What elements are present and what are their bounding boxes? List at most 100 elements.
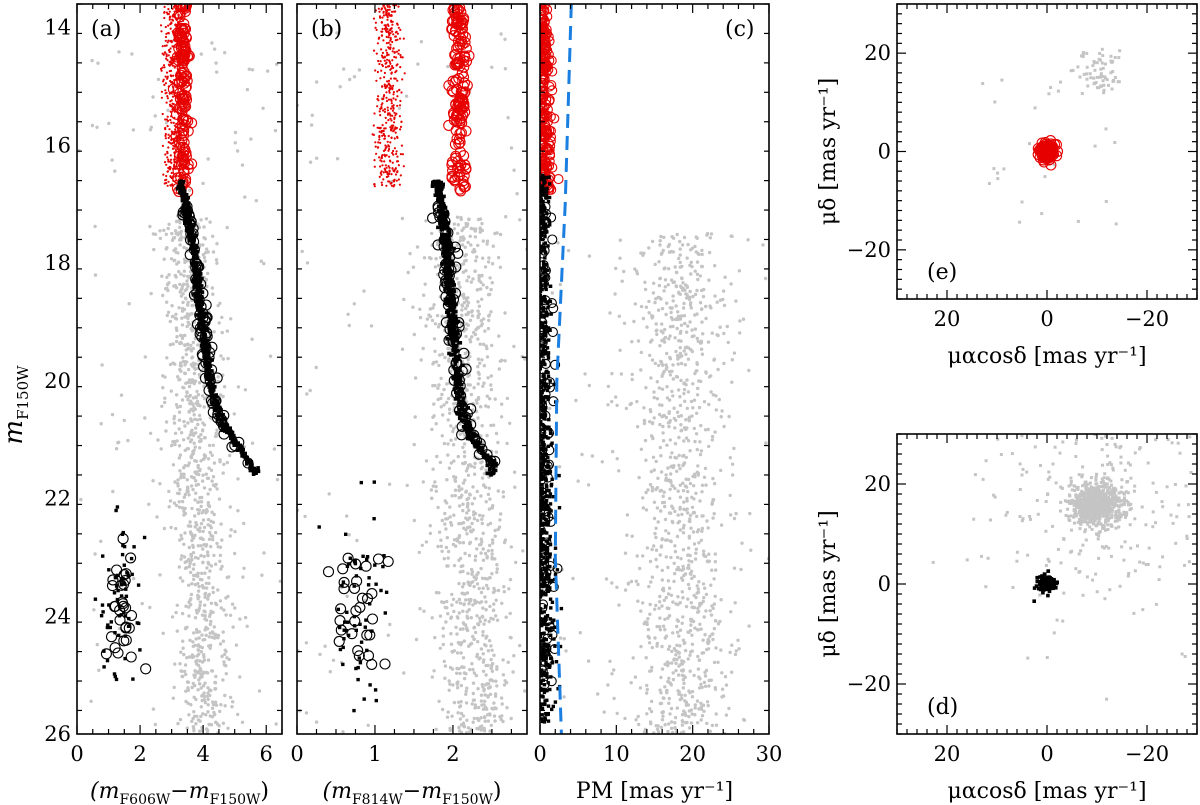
field-star [210,453,214,457]
member-circle [188,244,200,256]
bright-star [381,51,384,55]
field-star [140,601,144,606]
field-star [444,620,448,624]
field-star [478,342,482,346]
field-star [406,270,410,275]
field-star [183,371,187,375]
field-star [430,616,434,620]
bright-star [164,137,167,140]
bright-star [388,34,391,37]
bright-star [385,99,389,103]
bright-star [391,59,394,62]
member-circle [485,455,497,467]
field-star [194,697,198,702]
field-star [458,601,463,605]
member-circle [191,258,203,270]
member-star [444,234,448,239]
field-star [183,296,188,300]
field-star [482,622,486,626]
field-star [180,309,185,313]
member-star [180,180,185,185]
field-star [465,686,469,690]
field-star [220,654,224,658]
member-circle [112,647,124,659]
field-star [408,251,412,256]
field-star [211,610,215,615]
field-star [308,160,313,164]
field-star [180,674,184,679]
member-star [441,202,446,206]
member-star [213,384,217,389]
field-star [478,725,482,729]
field-star [474,328,478,332]
field-star [495,231,499,235]
field-star [448,347,452,351]
field-star [201,518,206,522]
bright-circle [454,115,466,127]
bright-star [383,110,387,113]
field-star [470,335,474,339]
member-star [440,198,445,202]
field-star [460,308,464,312]
field-star [273,128,278,133]
field-star [451,443,456,447]
bright-star [171,85,174,88]
field-star [454,437,458,441]
bright-star [400,144,403,147]
field-star [503,359,507,363]
bright-star [172,147,175,150]
field-star [481,283,485,287]
field-star [461,445,465,450]
field-star [151,707,156,711]
member-star [354,666,358,671]
field-star [494,679,498,683]
bright-star [394,131,397,134]
bright-star [386,85,389,88]
field-star [471,277,475,281]
field-star [469,310,474,314]
bright-star [394,10,397,13]
field-star [480,615,485,619]
bright-star [396,135,399,138]
field-star [469,280,473,284]
field-star [492,701,496,705]
field-star [197,636,201,640]
field-star [470,521,474,526]
field-star [428,314,433,319]
field-star [480,517,484,521]
field-star [167,489,171,494]
member-star [187,232,192,236]
bright-star [390,102,393,105]
field-star [261,106,265,111]
field-star [457,642,462,646]
field-star [500,358,504,362]
bright-star [170,161,173,164]
field-star [489,644,493,648]
bright-star [379,77,382,80]
member-star [195,303,199,308]
member-circle [432,202,444,214]
field-star [193,514,197,518]
field-star [464,306,468,311]
bright-star [385,121,388,124]
member-star [432,179,436,184]
member-star [181,193,186,198]
member-star [184,207,188,211]
field-star [488,712,492,716]
field-star [178,232,183,236]
member-star [114,508,118,513]
bright-star [165,11,168,14]
field-star [192,577,196,582]
field-star [97,668,101,672]
field-star [212,636,217,640]
bright-star [379,16,382,19]
bright-star [382,4,385,7]
field-star [183,424,187,428]
field-star [187,493,191,497]
field-star [468,337,472,342]
field-star [436,325,441,329]
field-star [191,551,196,555]
member-star [447,231,452,235]
member-star [197,276,202,281]
field-star [460,585,465,589]
